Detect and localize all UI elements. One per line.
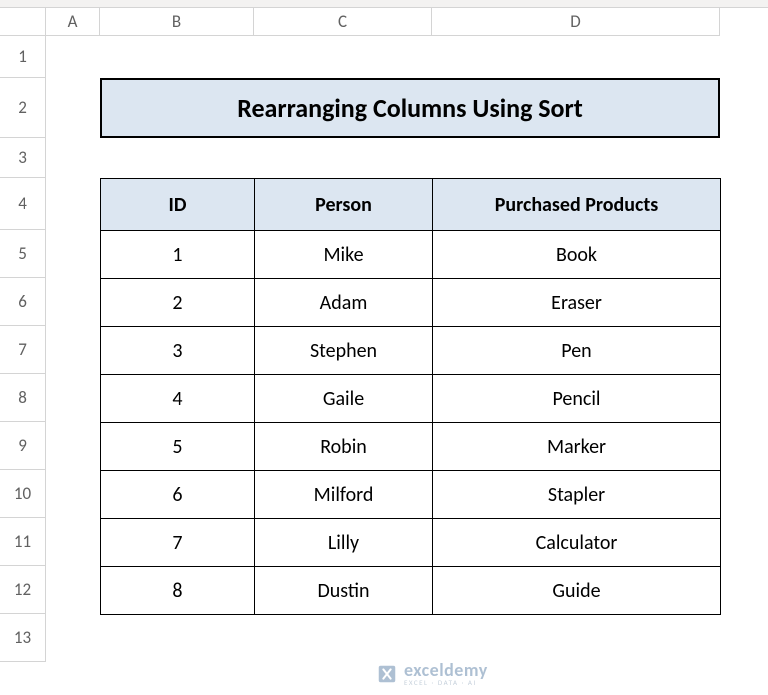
cell-id[interactable]: 1 [101, 231, 255, 279]
header-product[interactable]: Purchased Products [433, 179, 721, 231]
header-person[interactable]: Person [255, 179, 433, 231]
cell-person[interactable]: Gaile [255, 375, 433, 423]
cell-product[interactable]: Pencil [433, 375, 721, 423]
table-row: 5 Robin Marker [101, 423, 721, 471]
row-header-13[interactable]: 13 [0, 614, 46, 662]
col-header-a[interactable]: A [46, 8, 100, 36]
cell-id[interactable]: 4 [101, 375, 255, 423]
cells-area[interactable]: Rearranging Columns Using Sort ID Person… [46, 36, 768, 695]
col-header-b[interactable]: B [100, 8, 254, 36]
row-headers-column: 1 2 3 4 5 6 7 8 9 10 11 12 13 [0, 36, 46, 662]
title-text: Rearranging Columns Using Sort [237, 92, 583, 124]
cell-person[interactable]: Dustin [255, 567, 433, 615]
row-header-3[interactable]: 3 [0, 138, 46, 178]
row-header-12[interactable]: 12 [0, 566, 46, 614]
exceldemy-icon [376, 663, 398, 685]
row-header-9[interactable]: 9 [0, 422, 46, 470]
row-header-1[interactable]: 1 [0, 36, 46, 78]
table-header-row: ID Person Purchased Products [101, 179, 721, 231]
col-header-d[interactable]: D [432, 8, 720, 36]
table-row: 6 Milford Stapler [101, 471, 721, 519]
row-header-10[interactable]: 10 [0, 470, 46, 518]
spreadsheet: A B C D 1 2 3 4 5 6 7 8 9 10 11 12 13 Re… [0, 0, 768, 695]
cell-product[interactable]: Guide [433, 567, 721, 615]
table-row: 4 Gaile Pencil [101, 375, 721, 423]
cell-id[interactable]: 8 [101, 567, 255, 615]
table-row: 7 Lilly Calculator [101, 519, 721, 567]
cell-person[interactable]: Stephen [255, 327, 433, 375]
row-header-7[interactable]: 7 [0, 326, 46, 374]
select-all-corner[interactable] [0, 8, 46, 36]
title-merged-cell[interactable]: Rearranging Columns Using Sort [100, 78, 720, 138]
table-row: 3 Stephen Pen [101, 327, 721, 375]
formula-bar-edge [0, 0, 768, 8]
cell-id[interactable]: 2 [101, 279, 255, 327]
row-header-11[interactable]: 11 [0, 518, 46, 566]
cell-person[interactable]: Robin [255, 423, 433, 471]
cell-product[interactable]: Pen [433, 327, 721, 375]
cell-product[interactable]: Eraser [433, 279, 721, 327]
row-header-6[interactable]: 6 [0, 278, 46, 326]
cell-product[interactable]: Stapler [433, 471, 721, 519]
col-header-c[interactable]: C [254, 8, 432, 36]
watermark-text: exceldemy EXCEL · DATA · AI [404, 661, 488, 686]
cell-id[interactable]: 3 [101, 327, 255, 375]
cell-person[interactable]: Lilly [255, 519, 433, 567]
watermark: exceldemy EXCEL · DATA · AI [376, 661, 488, 686]
header-id[interactable]: ID [101, 179, 255, 231]
cell-id[interactable]: 6 [101, 471, 255, 519]
cell-product[interactable]: Calculator [433, 519, 721, 567]
cell-person[interactable]: Adam [255, 279, 433, 327]
table-row: 1 Mike Book [101, 231, 721, 279]
row-header-2[interactable]: 2 [0, 78, 46, 138]
row-header-8[interactable]: 8 [0, 374, 46, 422]
cell-person[interactable]: Mike [255, 231, 433, 279]
column-headers-row: A B C D [0, 8, 768, 36]
table-row: 2 Adam Eraser [101, 279, 721, 327]
row-header-5[interactable]: 5 [0, 230, 46, 278]
cell-product[interactable]: Book [433, 231, 721, 279]
watermark-brand: exceldemy [404, 661, 488, 679]
cell-id[interactable]: 5 [101, 423, 255, 471]
cell-product[interactable]: Marker [433, 423, 721, 471]
table-row: 8 Dustin Guide [101, 567, 721, 615]
data-table: ID Person Purchased Products 1 Mike Book… [100, 178, 721, 615]
row-header-4[interactable]: 4 [0, 178, 46, 230]
watermark-tagline: EXCEL · DATA · AI [404, 679, 488, 686]
cell-person[interactable]: Milford [255, 471, 433, 519]
cell-id[interactable]: 7 [101, 519, 255, 567]
